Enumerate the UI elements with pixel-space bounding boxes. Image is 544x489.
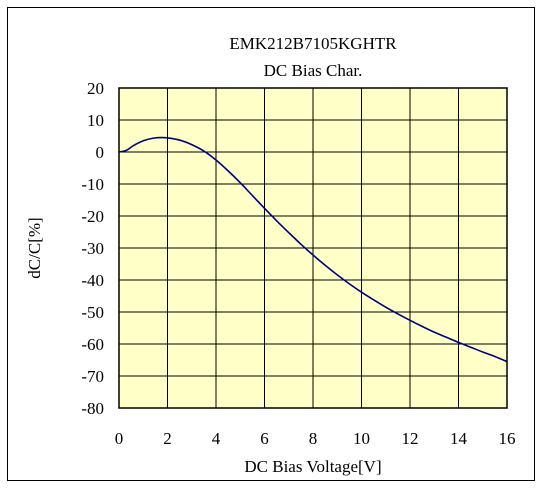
y-tick-label-0: 20 [87,79,104,98]
x-tick-label-4: 8 [309,429,318,448]
x-tick-label-5: 10 [353,429,370,448]
y-tick-label-7: -50 [81,303,104,322]
x-tick-labels: 0 2 4 6 8 10 12 14 16 [115,429,516,448]
x-tick-label-0: 0 [115,429,124,448]
y-tick-label-3: -10 [81,175,104,194]
plot-border [118,87,508,409]
y-tick-label-8: -60 [81,335,104,354]
x-tick-label-7: 14 [450,429,468,448]
y-tick-label-2: 0 [96,143,105,162]
y-tick-label-9: -70 [81,367,104,386]
series-line [118,136,508,363]
y-tick-label-5: -30 [81,239,104,258]
x-tick-label-3: 6 [260,429,269,448]
y-tick-label-4: -20 [81,207,104,226]
y-tick-label-10: -80 [81,399,104,418]
grid-lines [118,87,508,409]
x-tick-label-8: 16 [499,429,516,448]
x-tick-label-2: 4 [212,429,221,448]
x-axis-label: DC Bias Voltage[V] [244,457,381,476]
y-tick-labels: 20 10 0 -10 -20 -30 -40 -50 -60 -70 -80 [81,79,104,418]
x-tick-label-1: 2 [163,429,172,448]
chart-subtitle: DC Bias Char. [264,61,363,80]
chart-title: EMK212B7105KGHTR [229,34,397,53]
y-axis-label: dC/C[%] [25,217,44,278]
y-tick-label-1: 10 [87,111,104,130]
x-tick-label-6: 12 [402,429,419,448]
y-tick-label-6: -40 [81,271,104,290]
